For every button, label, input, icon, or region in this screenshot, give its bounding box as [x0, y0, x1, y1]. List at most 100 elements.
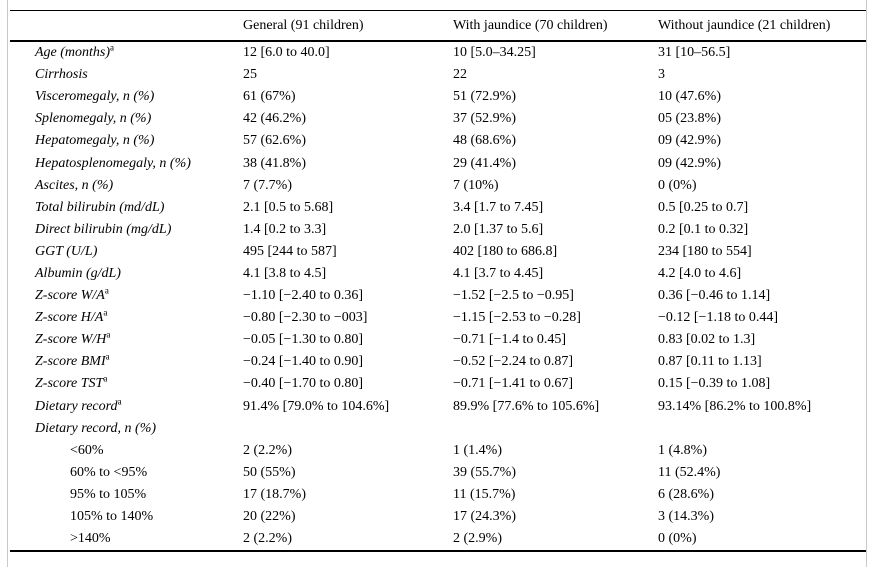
row-label: Visceromegaly, n (%) — [35, 89, 155, 105]
row-label: Total bilirubin (md/dL) — [35, 199, 165, 215]
cell-value: 4.1 [3.7 to 4.45] — [453, 265, 544, 281]
table-row: Hepatosplenomegaly, n (%) 38 (41.8%) 29 (4… — [10, 152, 866, 174]
cell-value: 0 (0%) — [658, 177, 697, 193]
page-edge-right — [866, 0, 867, 567]
cell-value: 1.4 [0.2 to 3.3] — [243, 221, 327, 237]
cell-value: −0.24 [−1.40 to 0.90] — [243, 354, 364, 370]
row-label: Age (months)a — [35, 42, 115, 61]
table-row: Visceromegaly, n (%) 61 (67%) 51 (72.9%) 10… — [10, 86, 866, 108]
row-label: Direct bilirubin (mg/dL) — [35, 221, 172, 237]
table-row: Albumin (g/dL) 4.1 [3.8 to 4.5] 4.1 [3.7 t… — [10, 263, 866, 285]
table-row: GGT (U/L) 495 [244 to 587] 402 [180 to 686… — [10, 241, 866, 263]
cell-value: 402 [180 to 686.8] — [453, 243, 558, 259]
column-header-general: General (91 children) — [243, 10, 453, 42]
cell-value: 51 (72.9%) — [453, 89, 516, 105]
column-header-rowlabels — [10, 10, 243, 42]
row-label: Z-score BMIa — [35, 351, 110, 370]
cell-value: 31 [10–56.5] — [658, 45, 731, 61]
cell-value: 10 (47.6%) — [658, 89, 721, 105]
cell-value: 57 (62.6%) — [243, 133, 306, 149]
page-edge-left — [7, 0, 8, 567]
cell-value: 0 (0%) — [658, 531, 697, 547]
column-header-with-jaundice: With jaundice (70 children) — [453, 10, 658, 42]
row-label: >140% — [70, 531, 111, 547]
row-label: 60% to <95% — [70, 464, 148, 480]
cell-value: −0.52 [−2.24 to 0.87] — [453, 354, 574, 370]
table-row: 105% to 140% 20 (22%) 17 (24.3%) 3 (14.3%) — [10, 506, 866, 528]
cell-value: 05 (23.8%) — [658, 111, 721, 127]
table-row: >140% 2 (2.2%) 2 (2.9%) 0 (0%) — [10, 528, 866, 551]
cell-value: 11 (15.7%) — [453, 486, 516, 502]
cell-value: −1.15 [−2.53 to −0.28] — [453, 310, 581, 326]
row-label: Ascites, n (%) — [35, 177, 114, 193]
cell-value: 42 (46.2%) — [243, 111, 306, 127]
table-row: <60% 2 (2.2%) 1 (1.4%) 1 (4.8%) — [10, 440, 866, 462]
column-header-without-jaundice: Without jaundice (21 children) — [658, 10, 866, 42]
cell-value: 11 (52.4%) — [658, 464, 721, 480]
footnote-marker: a — [110, 42, 115, 53]
cell-value: 0.15 [−0.39 to 1.08] — [658, 376, 771, 392]
footnote-marker: a — [103, 307, 108, 318]
cell-value: 17 (18.7%) — [243, 486, 306, 502]
cell-value: 37 (52.9%) — [453, 111, 516, 127]
cell-value: 495 [244 to 587] — [243, 243, 337, 259]
cell-value: 48 (68.6%) — [453, 133, 516, 149]
cell-value: 2.0 [1.37 to 5.6] — [453, 221, 544, 237]
row-label: Z-score W/Ha — [35, 329, 111, 348]
row-label: GGT (U/L) — [35, 243, 98, 259]
table-row: Ascites, n (%) 7 (7.7%) 7 (10%) 0 (0%) — [10, 175, 866, 197]
table-row: Z-score W/Ha −0.05 [−1.30 to 0.80] −0.71 [… — [10, 329, 866, 351]
cell-value: −0.80 [−2.30 to −003] — [243, 310, 368, 326]
cell-value: 3 (14.3%) — [658, 509, 714, 525]
cell-value: 0.87 [0.11 to 1.13] — [658, 354, 762, 370]
cell-value: 22 — [453, 67, 467, 83]
table-row: Hepatomegaly, n (%) 57 (62.6%) 48 (68.6%) 0… — [10, 130, 866, 152]
table-body: Age (months)a 12 [6.0 to 40.0] 10 [5.0–34.… — [10, 41, 866, 551]
cell-value: 61 (67%) — [243, 89, 296, 105]
table-row: Age (months)a 12 [6.0 to 40.0] 10 [5.0–34.… — [10, 41, 866, 64]
cell-value: −0.05 [−1.30 to 0.80] — [243, 332, 364, 348]
footnote-marker: a — [105, 351, 110, 362]
cell-value: 1 (4.8%) — [658, 442, 707, 458]
row-label: 105% to 140% — [70, 509, 154, 525]
row-label: Hepatosplenomegaly, n (%) — [35, 155, 191, 171]
table-row: 60% to <95% 50 (55%) 39 (55.7%) 11 (52.4%) — [10, 462, 866, 484]
row-label: Dietary recorda — [35, 395, 122, 414]
cell-value: 4.2 [4.0 to 4.6] — [658, 265, 742, 281]
cell-value: 234 [180 to 554] — [658, 243, 752, 259]
table-header: General (91 children) With jaundice (70 … — [10, 10, 866, 42]
row-label: Splenomegaly, n (%) — [35, 111, 152, 127]
cell-value: 6 (28.6%) — [658, 486, 714, 502]
row-label: 95% to 105% — [70, 486, 147, 502]
header-row: General (91 children) With jaundice (70 … — [10, 10, 866, 42]
table-row: Total bilirubin (md/dL) 2.1 [0.5 to 5.68]… — [10, 197, 866, 219]
table-row: Z-score H/Aa −0.80 [−2.30 to −003] −1.15 [… — [10, 307, 866, 329]
cell-value: 93.14% [86.2% to 100.8%] — [658, 398, 812, 414]
row-label: Z-score TSTa — [35, 373, 108, 392]
cell-value: −1.52 [−2.5 to −0.95] — [453, 288, 574, 304]
cell-value: 50 (55%) — [243, 464, 296, 480]
cell-value — [453, 418, 658, 440]
cell-value: 20 (22%) — [243, 509, 296, 525]
cell-value: −0.71 [−1.41 to 0.67] — [453, 376, 574, 392]
row-label: Cirrhosis — [35, 67, 88, 83]
cell-value: 7 (7.7%) — [243, 177, 292, 193]
cell-value: 0.83 [0.02 to 1.3] — [658, 332, 756, 348]
row-label: <60% — [70, 442, 104, 458]
row-label: Z-score H/Aa — [35, 307, 108, 326]
table-row: Splenomegaly, n (%) 42 (46.2%) 37 (52.9%) 0… — [10, 108, 866, 130]
cell-value: 17 (24.3%) — [453, 509, 516, 525]
row-label: Hepatomegaly, n (%) — [35, 133, 155, 149]
cell-value: 1 (1.4%) — [453, 442, 502, 458]
cell-value: −0.71 [−1.4 to 0.45] — [453, 332, 567, 348]
cell-value: 91.4% [79.0% to 104.6%] — [243, 398, 390, 414]
table-row: Dietary record, n (%) — [10, 418, 866, 440]
cell-value — [243, 418, 453, 440]
cell-value: 2.1 [0.5 to 5.68] — [243, 199, 334, 215]
patient-characteristics-table: General (91 children) With jaundice (70 … — [10, 10, 866, 553]
cell-value: 29 (41.4%) — [453, 155, 516, 171]
footnote-marker: a — [106, 329, 111, 340]
cell-value: 39 (55.7%) — [453, 464, 516, 480]
cell-value: 12 [6.0 to 40.0] — [243, 45, 330, 61]
